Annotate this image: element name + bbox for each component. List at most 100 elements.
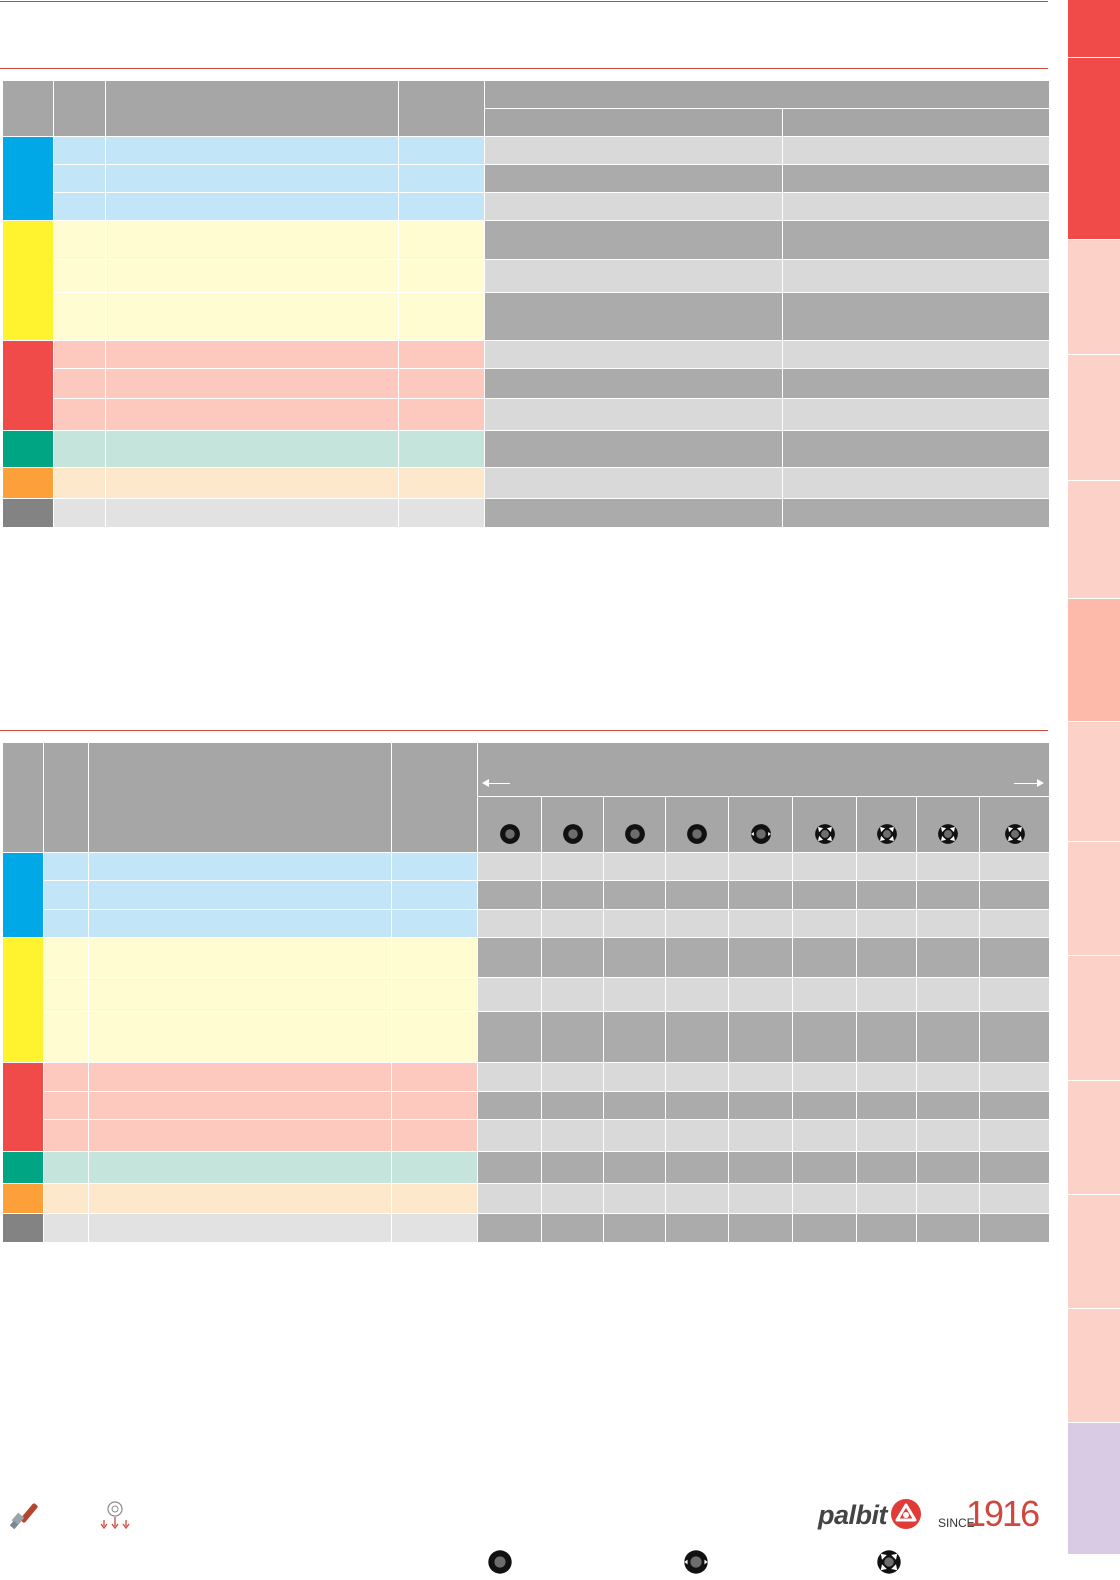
section-tab[interactable]	[1068, 722, 1120, 842]
table-cell	[43, 1213, 89, 1243]
insert-shape-header	[978, 796, 1051, 853]
table-row	[2, 1062, 1051, 1152]
insert-shape-header	[792, 796, 857, 853]
t1-subheader	[484, 108, 783, 137]
section-tab[interactable]	[1068, 842, 1120, 956]
table-cell	[782, 398, 1050, 431]
table-cell	[477, 1119, 542, 1152]
table-cell	[728, 880, 793, 910]
t1-header-code	[53, 80, 106, 137]
left-arrow	[486, 783, 510, 784]
table-cell	[541, 1151, 604, 1184]
table-cell	[477, 1091, 542, 1120]
table-cell	[916, 1091, 980, 1120]
section-tab[interactable]	[1068, 481, 1120, 599]
table-cell	[43, 1011, 89, 1063]
table-cell	[603, 1183, 666, 1214]
table-cell	[916, 1183, 980, 1214]
table-cell	[792, 1213, 857, 1243]
table-cell	[856, 1091, 917, 1120]
top-rule	[0, 1, 1048, 2]
table-cell	[484, 136, 783, 165]
section-tab[interactable]	[1068, 0, 1120, 58]
table-cell	[916, 909, 980, 938]
table-cell	[916, 1213, 980, 1243]
table-cell	[541, 937, 604, 978]
table-cell	[856, 1213, 917, 1243]
cross-insert-icon	[814, 824, 835, 844]
operation-diagram-icon	[100, 1501, 130, 1530]
table-one-rule	[0, 68, 1048, 69]
group-color-strip	[2, 1213, 44, 1243]
table-cell	[916, 937, 980, 978]
table-cell	[792, 880, 857, 910]
table-cell	[665, 1213, 729, 1243]
left-arrow-head	[482, 779, 489, 787]
table-row	[3, 192, 1050, 221]
table-cell	[391, 1062, 478, 1092]
insert-shape-header	[603, 796, 666, 853]
table-cell	[391, 1091, 478, 1120]
table-cell	[782, 192, 1050, 221]
table-cell	[665, 1062, 729, 1092]
since-year: 1916	[966, 1493, 1040, 1534]
table-cell	[398, 467, 485, 499]
table-cell	[53, 259, 106, 293]
table-row	[3, 292, 1050, 341]
table-cell	[856, 1062, 917, 1092]
section-tab[interactable]	[1068, 240, 1120, 355]
table-cell	[43, 909, 89, 938]
table-row	[3, 977, 1051, 1012]
table-cell	[88, 1151, 392, 1184]
table-cell	[782, 292, 1050, 341]
section-tab[interactable]	[1068, 58, 1120, 240]
table-row	[2, 852, 1051, 938]
section-tab[interactable]	[1068, 1309, 1120, 1423]
table-cell	[88, 880, 392, 910]
section-tab[interactable]	[1068, 1423, 1120, 1555]
table-cell	[541, 1213, 604, 1243]
since-label: SINCE	[938, 1516, 975, 1530]
t2-header-span	[476, 742, 1051, 797]
table-cell	[105, 192, 399, 221]
section-tab[interactable]	[1068, 1195, 1120, 1309]
table-cell	[782, 164, 1050, 193]
table-cell	[603, 1213, 666, 1243]
table-cell	[398, 259, 485, 293]
table-cell	[391, 909, 478, 938]
table-row	[3, 398, 1050, 431]
table-cell	[792, 977, 857, 1012]
table-cell	[916, 852, 980, 881]
table-row	[3, 1091, 1051, 1120]
table-cell	[782, 368, 1050, 399]
section-tab[interactable]	[1068, 355, 1120, 481]
table-row	[2, 340, 1050, 431]
table-cell	[978, 1091, 1051, 1120]
section-tab[interactable]	[1068, 956, 1120, 1081]
table-cell	[728, 977, 793, 1012]
table-cell	[541, 852, 604, 881]
table-cell	[856, 852, 917, 881]
table-cell	[792, 1062, 857, 1092]
section-tab[interactable]	[1068, 1081, 1120, 1195]
table-cell	[665, 880, 729, 910]
table-cell	[105, 259, 399, 293]
table-cell	[484, 398, 783, 431]
table-row	[3, 164, 1050, 193]
table-cell	[477, 977, 542, 1012]
right-arrow-head	[1037, 779, 1044, 787]
table-cell	[391, 852, 478, 881]
table-cell	[603, 1062, 666, 1092]
section-tab[interactable]	[1068, 599, 1120, 722]
table-cell	[665, 977, 729, 1012]
table-cell	[105, 340, 399, 369]
table-cell	[792, 852, 857, 881]
table-cell	[398, 164, 485, 193]
table-cell	[978, 1151, 1051, 1184]
table-cell	[398, 220, 485, 260]
table-cell	[665, 1151, 729, 1184]
group-color-strip	[2, 1062, 44, 1152]
table-cell	[484, 192, 783, 221]
table-cell	[477, 1183, 542, 1214]
table-cell	[484, 467, 783, 499]
